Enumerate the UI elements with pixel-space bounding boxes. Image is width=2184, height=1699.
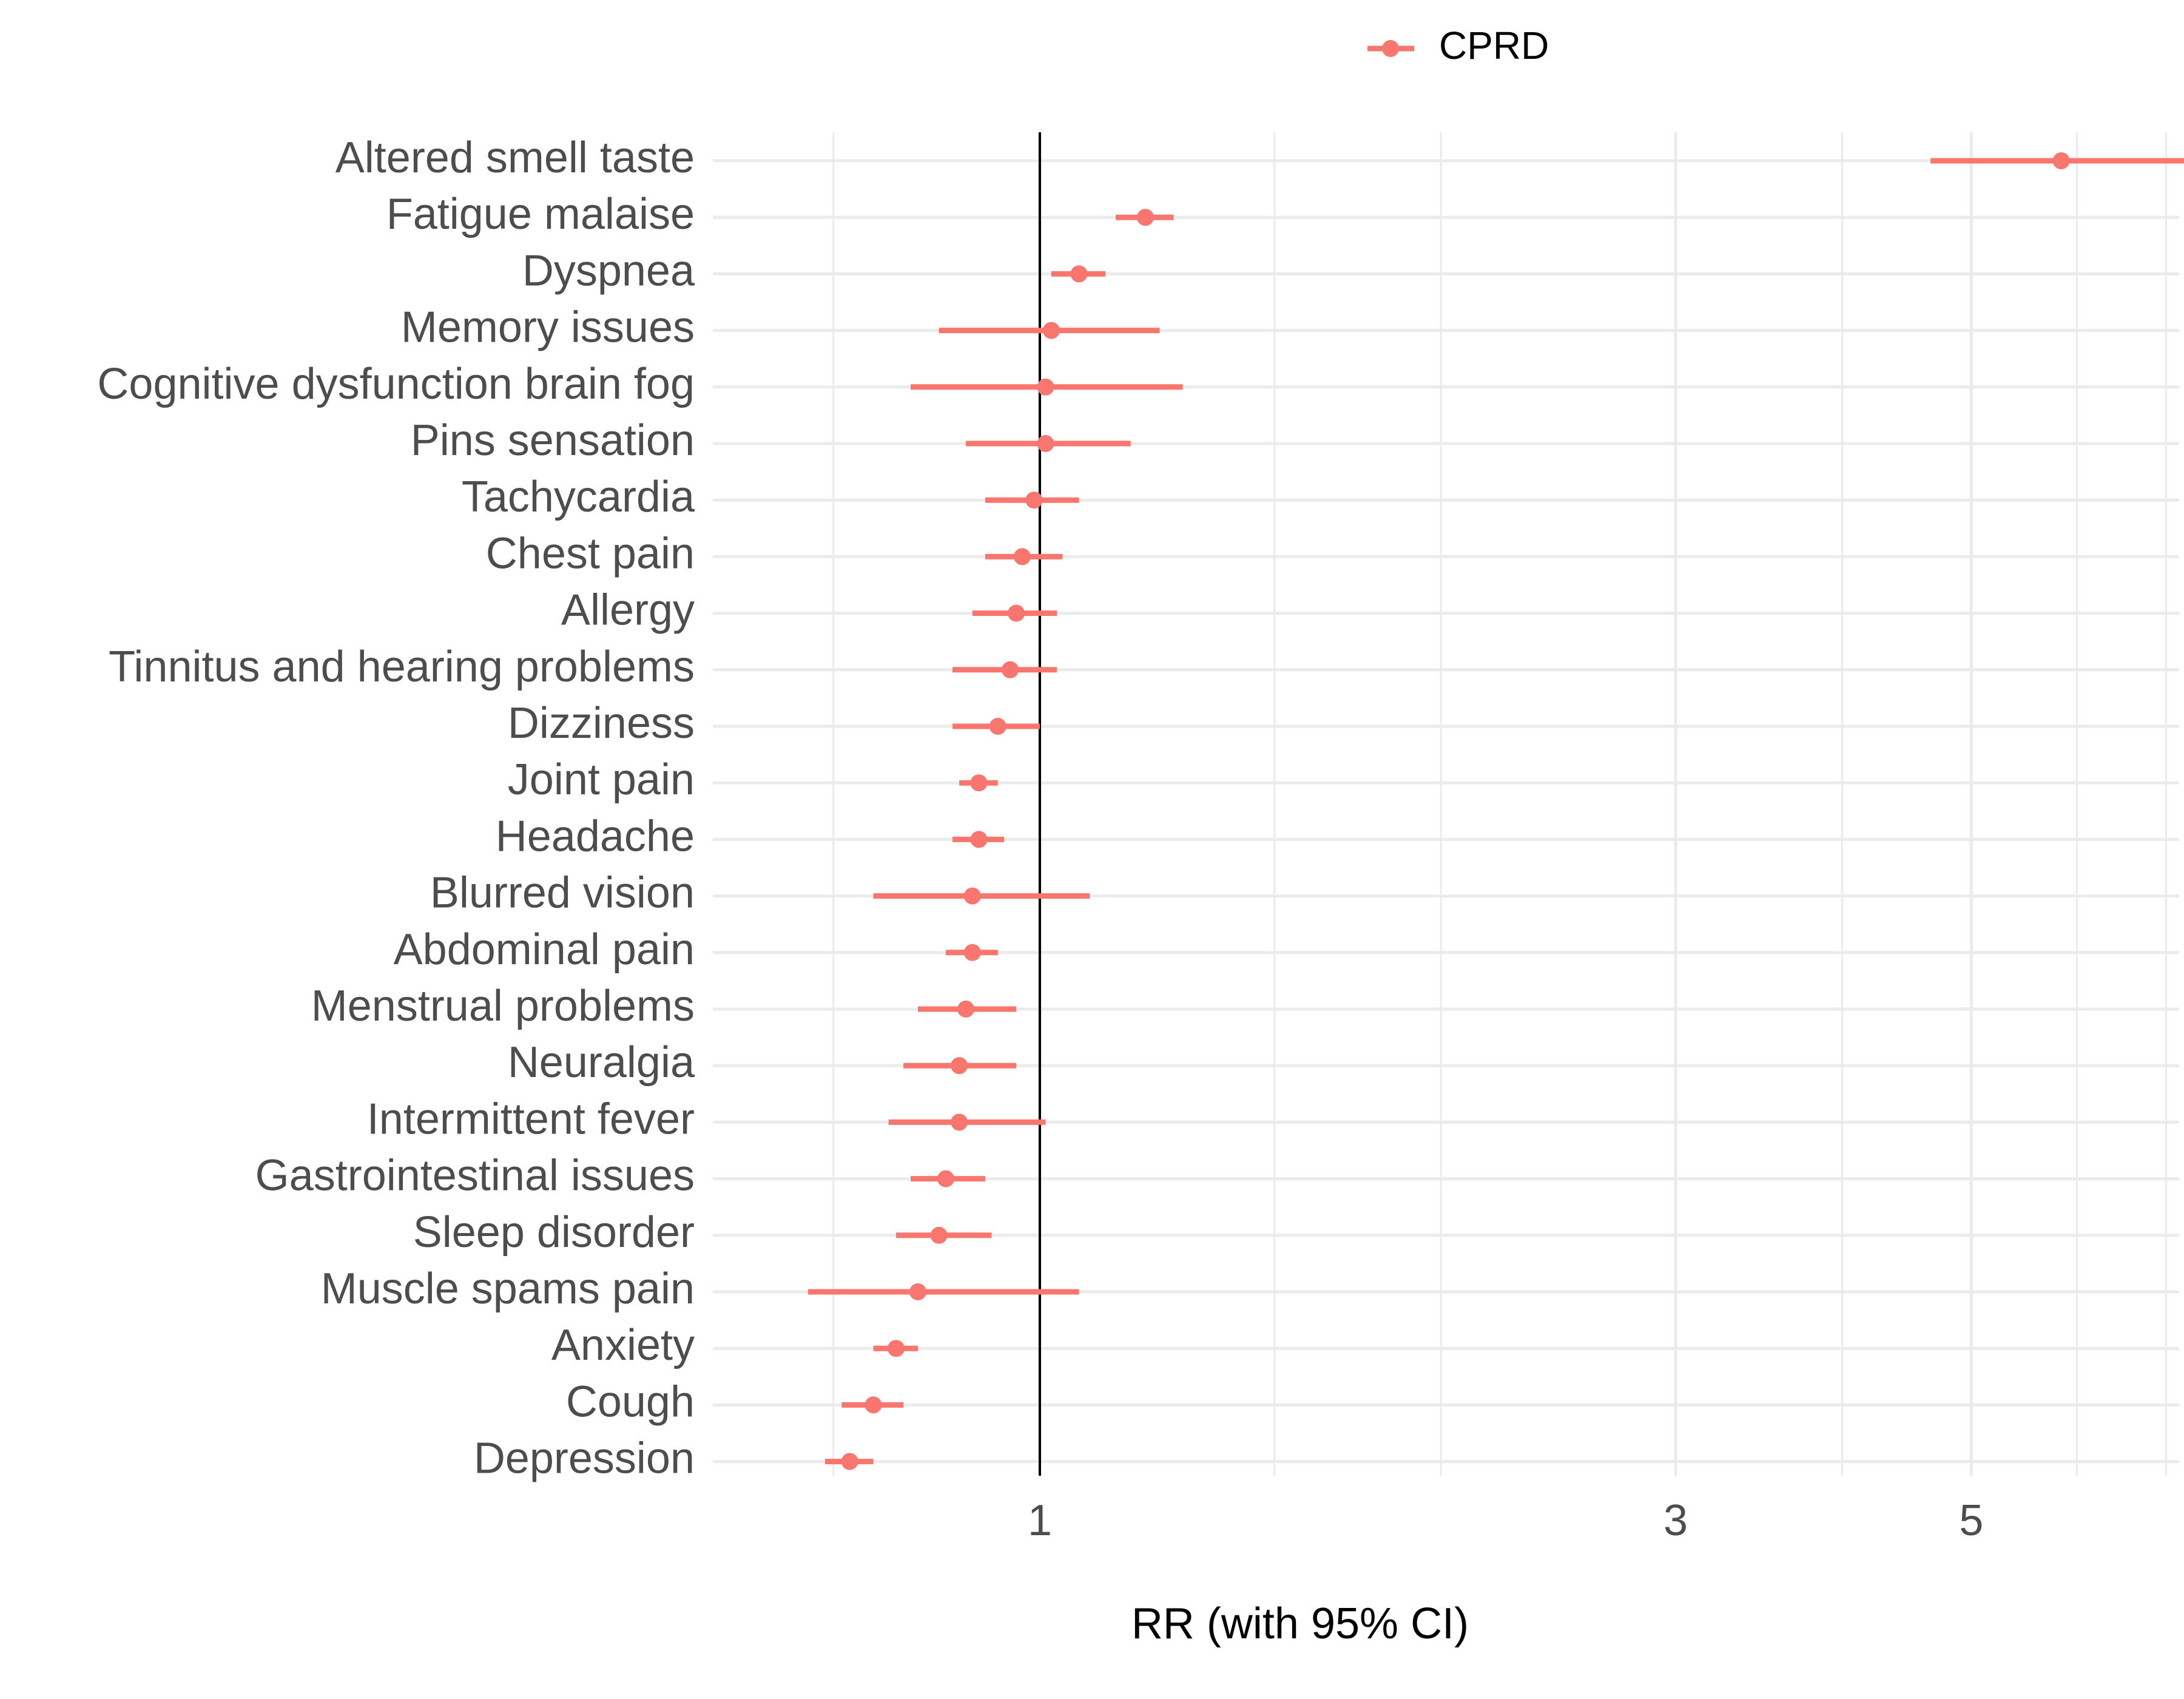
point-altered-smell-taste bbox=[2052, 152, 2070, 169]
y-tick-label-menstrual-problems: Menstrual problems bbox=[311, 982, 695, 1030]
point-tachycardia bbox=[1025, 491, 1043, 509]
y-tick-label-tinnitus-and-hearing-problems: Tinnitus and hearing problems bbox=[109, 643, 695, 691]
minor-gridlines bbox=[832, 132, 2167, 1476]
y-tick-label-anxiety: Anxiety bbox=[551, 1321, 695, 1370]
y-tick-label-muscle-spams-pain: Muscle spams pain bbox=[321, 1265, 695, 1313]
y-tick-label-altered-smell-taste: Altered smell taste bbox=[335, 133, 695, 182]
y-tick-label-sleep-disorder: Sleep disorder bbox=[413, 1208, 695, 1257]
x-tick-label-1: 3 bbox=[1663, 1496, 1688, 1545]
point-gastrointestinal-issues bbox=[937, 1170, 954, 1187]
legend: CPRD bbox=[1367, 24, 1549, 67]
y-tick-label-cough: Cough bbox=[566, 1377, 695, 1426]
point-chest-pain bbox=[1013, 548, 1031, 566]
y-tick-label-neuralgia: Neuralgia bbox=[508, 1038, 695, 1087]
point-muscle-spams-pain bbox=[909, 1283, 926, 1300]
point-joint-pain bbox=[970, 774, 988, 792]
point-fatigue-malaise bbox=[1136, 209, 1154, 226]
point-pins-sensation bbox=[1037, 435, 1054, 452]
point-blurred-vision bbox=[963, 887, 981, 905]
y-tick-label-memory-issues: Memory issues bbox=[401, 303, 695, 352]
point-memory-issues bbox=[1042, 322, 1060, 339]
point-dizziness bbox=[989, 718, 1006, 735]
y-tick-label-dizziness: Dizziness bbox=[508, 699, 695, 748]
x-tick-labels: 1 3 5 bbox=[1028, 1496, 1983, 1545]
x-tick-label-2: 5 bbox=[1959, 1496, 1983, 1545]
point-anxiety bbox=[887, 1340, 905, 1357]
y-tick-label-joint-pain: Joint pain bbox=[508, 755, 695, 804]
legend-label: CPRD bbox=[1439, 24, 1549, 67]
point-neuralgia bbox=[951, 1057, 968, 1075]
point-allergy bbox=[1008, 604, 1025, 622]
y-tick-label-cognitive-dysfunction-brain-fog: Cognitive dysfunction brain fog bbox=[97, 360, 695, 408]
y-tick-label-dyspnea: Dyspnea bbox=[522, 246, 695, 295]
y-tick-label-pins-sensation: Pins sensation bbox=[411, 416, 695, 465]
x-tick-label-0: 1 bbox=[1028, 1496, 1052, 1545]
point-menstrual-problems bbox=[957, 1001, 975, 1018]
y-tick-label-chest-pain: Chest pain bbox=[486, 529, 695, 578]
y-tick-label-depression: Depression bbox=[474, 1434, 695, 1483]
point-dyspnea bbox=[1070, 265, 1088, 283]
point-depression bbox=[841, 1453, 858, 1470]
point-sleep-disorder bbox=[930, 1226, 948, 1244]
y-tick-label-abdominal-pain: Abdominal pain bbox=[394, 925, 695, 974]
point-cognitive-dysfunction-brain-fog bbox=[1037, 378, 1054, 396]
point-tinnitus-and-hearing-problems bbox=[1002, 661, 1019, 678]
y-tick-label-intermittent-fever: Intermittent fever bbox=[367, 1095, 695, 1143]
y-tick-label-blurred-vision: Blurred vision bbox=[430, 869, 695, 917]
point-headache bbox=[970, 831, 988, 848]
point-cough bbox=[864, 1396, 882, 1414]
y-tick-labels: Altered smell taste Fatigue malaise Dyspne… bbox=[97, 133, 695, 1483]
point-abdominal-pain bbox=[963, 944, 981, 961]
data-marks bbox=[807, 152, 2184, 1470]
y-tick-label-headache: Headache bbox=[496, 812, 695, 860]
y-tick-label-fatigue-malaise: Fatigue malaise bbox=[386, 190, 695, 238]
x-axis-title: RR (with 95% CI) bbox=[1131, 1599, 1469, 1648]
point-intermittent-fever bbox=[951, 1113, 968, 1131]
y-tick-label-tachycardia: Tachycardia bbox=[462, 473, 695, 521]
legend-swatch-point bbox=[1382, 40, 1399, 57]
major-gridlines bbox=[713, 132, 2179, 1476]
y-tick-label-gastrointestinal-issues: Gastrointestinal issues bbox=[255, 1152, 695, 1200]
y-tick-label-allergy: Allergy bbox=[561, 586, 695, 635]
